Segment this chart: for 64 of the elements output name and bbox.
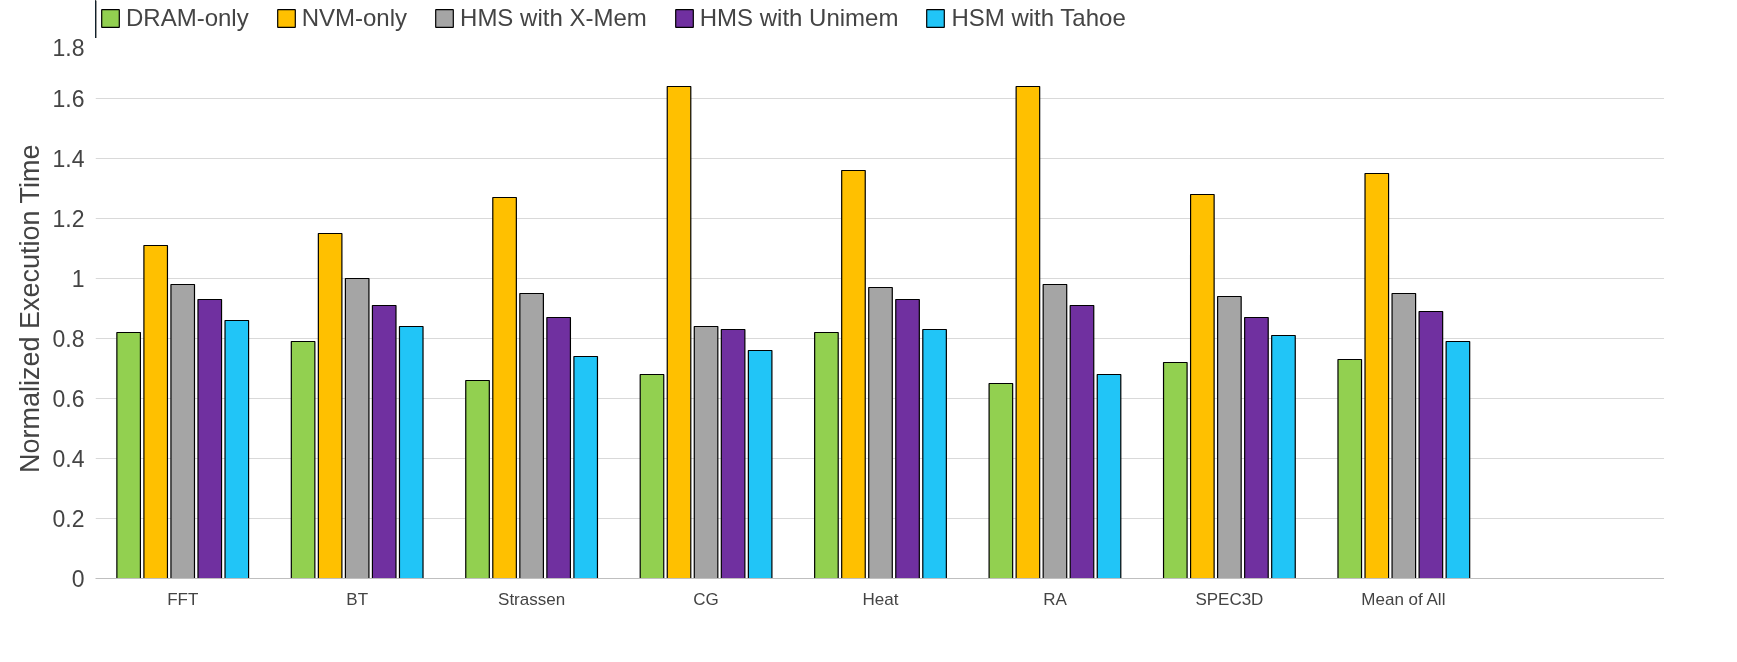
bar: [693, 325, 719, 579]
bar: [1418, 310, 1444, 579]
bar: [492, 196, 517, 579]
x-tick-label: SPEC3D: [1195, 589, 1264, 609]
bar: [344, 277, 370, 579]
bar: [465, 379, 490, 579]
bar: [170, 283, 196, 579]
bar: [747, 349, 773, 579]
bar: [895, 298, 920, 579]
legend-label: HSM with Tahoe: [951, 4, 1126, 32]
bar: [1391, 292, 1417, 579]
y-axis-title: Normalized Execution Time: [14, 144, 45, 474]
x-tick-label: FFT: [167, 589, 199, 609]
bar: [398, 325, 424, 579]
bar: [1096, 373, 1122, 579]
x-tick-label: BT: [346, 589, 369, 609]
y-tick-label: 1.6: [52, 86, 85, 112]
legend-label: DRAM-only: [126, 4, 249, 32]
y-tick-label: 1.4: [52, 146, 85, 172]
bar: [666, 85, 692, 579]
x-tick-label: CG: [693, 589, 719, 609]
bar: [371, 304, 397, 579]
x-tick-label: Mean of All: [1361, 589, 1446, 609]
bar: [1162, 361, 1188, 579]
bar: [197, 298, 223, 579]
bar: [573, 355, 599, 579]
legend-label: NVM-only: [301, 4, 408, 32]
x-tick-label: Strassen: [498, 589, 566, 609]
legend-label: HMS with Unimem: [699, 4, 899, 32]
y-tick-label: 0.2: [52, 506, 85, 532]
bar: [1271, 334, 1296, 579]
y-tick-label: 1: [71, 266, 85, 292]
bar: [1042, 283, 1068, 579]
y-tick-label: 1.8: [52, 34, 85, 61]
y-tick-label: 0.6: [52, 386, 85, 412]
bar: [868, 286, 893, 579]
bar: [639, 373, 665, 579]
bar: [1244, 316, 1269, 579]
y-tick-label: 0: [71, 566, 85, 592]
bar: [1189, 193, 1215, 579]
bar: [1015, 85, 1041, 579]
y-tick-label: 0.8: [52, 326, 85, 352]
bar: [143, 244, 169, 579]
x-tick-label: RA: [1043, 589, 1068, 609]
bar: [1069, 304, 1095, 579]
bar: [814, 331, 839, 579]
y-tick-label: 1.2: [52, 206, 85, 232]
bar: [922, 328, 947, 579]
bar: [519, 292, 544, 579]
bar: [224, 319, 250, 579]
bar: [116, 331, 142, 579]
bar: [1364, 172, 1390, 579]
bar: [546, 316, 572, 579]
x-tick-label: Heat: [862, 589, 899, 609]
bar: [1217, 295, 1242, 579]
bar: [988, 382, 1014, 579]
y-tick-label: 0.4: [52, 446, 85, 472]
bar: [720, 328, 746, 579]
bar: [841, 169, 866, 579]
bar: [290, 340, 316, 579]
bar: [1445, 340, 1471, 579]
bar: [1337, 358, 1363, 579]
bar: [317, 232, 343, 579]
legend-label: HMS with X-Mem: [460, 4, 647, 32]
